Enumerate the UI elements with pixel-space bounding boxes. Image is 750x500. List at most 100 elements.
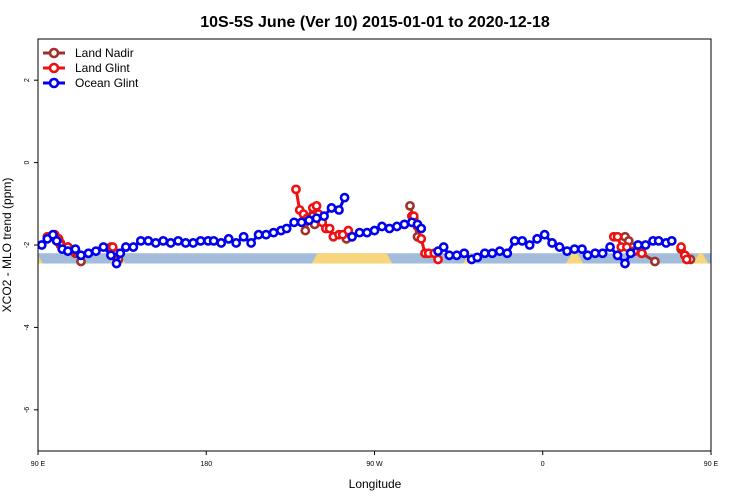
y-axis: 2 0 -2 -4 -6 xyxy=(24,78,38,413)
data-point xyxy=(384,223,395,234)
data-point xyxy=(636,248,647,259)
data-point xyxy=(304,215,314,226)
data-point xyxy=(597,248,608,259)
data-point xyxy=(569,244,580,255)
data-point xyxy=(158,235,169,246)
land-ocean-band xyxy=(38,253,711,264)
x-axis-label: Longitude xyxy=(349,477,402,491)
data-point xyxy=(612,250,623,261)
data-point xyxy=(605,242,615,252)
data-point xyxy=(405,200,415,211)
y-tick-label: -2 xyxy=(24,242,31,248)
data-point xyxy=(150,238,161,248)
data-point xyxy=(438,242,449,252)
x-tick-label: 0 xyxy=(541,461,545,468)
data-point xyxy=(143,235,154,246)
data-point xyxy=(253,229,264,240)
data-point xyxy=(416,233,427,244)
data-point xyxy=(238,231,249,242)
data-point xyxy=(487,248,498,259)
data-point xyxy=(399,219,410,230)
data-point xyxy=(261,229,271,240)
data-point xyxy=(650,256,660,267)
y-tick-label: -6 xyxy=(24,407,31,413)
legend-marker xyxy=(48,77,60,89)
data-point xyxy=(681,254,692,265)
data-point xyxy=(216,238,227,248)
data-point xyxy=(91,246,101,257)
y-tick-label: -4 xyxy=(24,324,31,330)
land-band-segment xyxy=(311,253,393,264)
data-point xyxy=(111,258,122,269)
data-point xyxy=(281,223,292,234)
data-point xyxy=(51,235,62,246)
data-point xyxy=(517,235,528,246)
data-point xyxy=(115,248,126,259)
x-tick-label: 90 E xyxy=(704,461,719,468)
x-tick-label: 90 W xyxy=(366,461,383,468)
data-point xyxy=(324,223,335,234)
data-point xyxy=(444,250,455,261)
data-point xyxy=(451,250,462,261)
data-point xyxy=(339,192,350,203)
data-point xyxy=(165,238,176,248)
data-point xyxy=(666,235,677,246)
data-point xyxy=(300,225,311,236)
data-point xyxy=(539,229,550,240)
data-point xyxy=(135,235,146,246)
data-point xyxy=(577,244,587,255)
data-point xyxy=(231,238,242,248)
data-point xyxy=(479,248,490,259)
series-layer xyxy=(38,184,696,269)
data-point xyxy=(173,235,184,246)
data-point xyxy=(106,250,116,261)
data-point xyxy=(188,238,199,248)
data-point xyxy=(83,248,94,259)
data-point xyxy=(70,244,81,255)
data-point xyxy=(195,235,206,246)
data-point xyxy=(268,227,279,238)
legend-marker xyxy=(48,62,60,74)
y-axis-label: XCO2 - MLO trend (ppm) xyxy=(0,178,14,313)
legend-label: Land Nadir xyxy=(75,46,134,60)
land-band-segment xyxy=(565,253,584,264)
series-ocean-glint xyxy=(38,192,677,269)
data-point xyxy=(640,240,651,250)
data-point xyxy=(532,233,543,244)
legend-item-land-glint: Land Glint xyxy=(43,61,130,75)
data-point xyxy=(291,184,301,195)
data-point xyxy=(377,221,387,232)
data-point xyxy=(223,233,234,244)
land-band-segment xyxy=(38,253,43,264)
x-axis: 90 E 180 90 W 0 90 E xyxy=(31,451,719,468)
chart-title: 10S-5S June (Ver 10) 2015-01-01 to 2020-… xyxy=(200,14,550,31)
y-tick-label: 0 xyxy=(24,161,31,165)
data-point xyxy=(562,246,572,257)
data-point xyxy=(362,227,372,238)
data-point xyxy=(76,250,86,261)
legend-label: Ocean Glint xyxy=(75,76,139,90)
data-point xyxy=(554,242,565,252)
data-point xyxy=(289,217,300,228)
data-point xyxy=(120,242,131,252)
data-point xyxy=(98,242,109,252)
y-tick-label: 2 xyxy=(24,78,31,82)
data-point xyxy=(494,246,505,257)
data-point xyxy=(433,254,443,265)
data-point xyxy=(326,203,337,213)
data-point xyxy=(319,211,329,222)
data-point xyxy=(653,235,664,246)
data-point xyxy=(459,248,470,259)
data-point xyxy=(354,227,365,238)
legend-item-land-nadir: Land Nadir xyxy=(43,46,134,60)
data-point xyxy=(625,248,636,259)
data-point xyxy=(311,200,322,211)
data-point xyxy=(582,250,593,261)
data-point xyxy=(502,248,513,259)
data-point xyxy=(620,258,630,269)
x-tick-label: 180 xyxy=(200,461,212,468)
data-point xyxy=(524,240,535,250)
data-point xyxy=(509,235,520,246)
data-point xyxy=(246,238,257,248)
